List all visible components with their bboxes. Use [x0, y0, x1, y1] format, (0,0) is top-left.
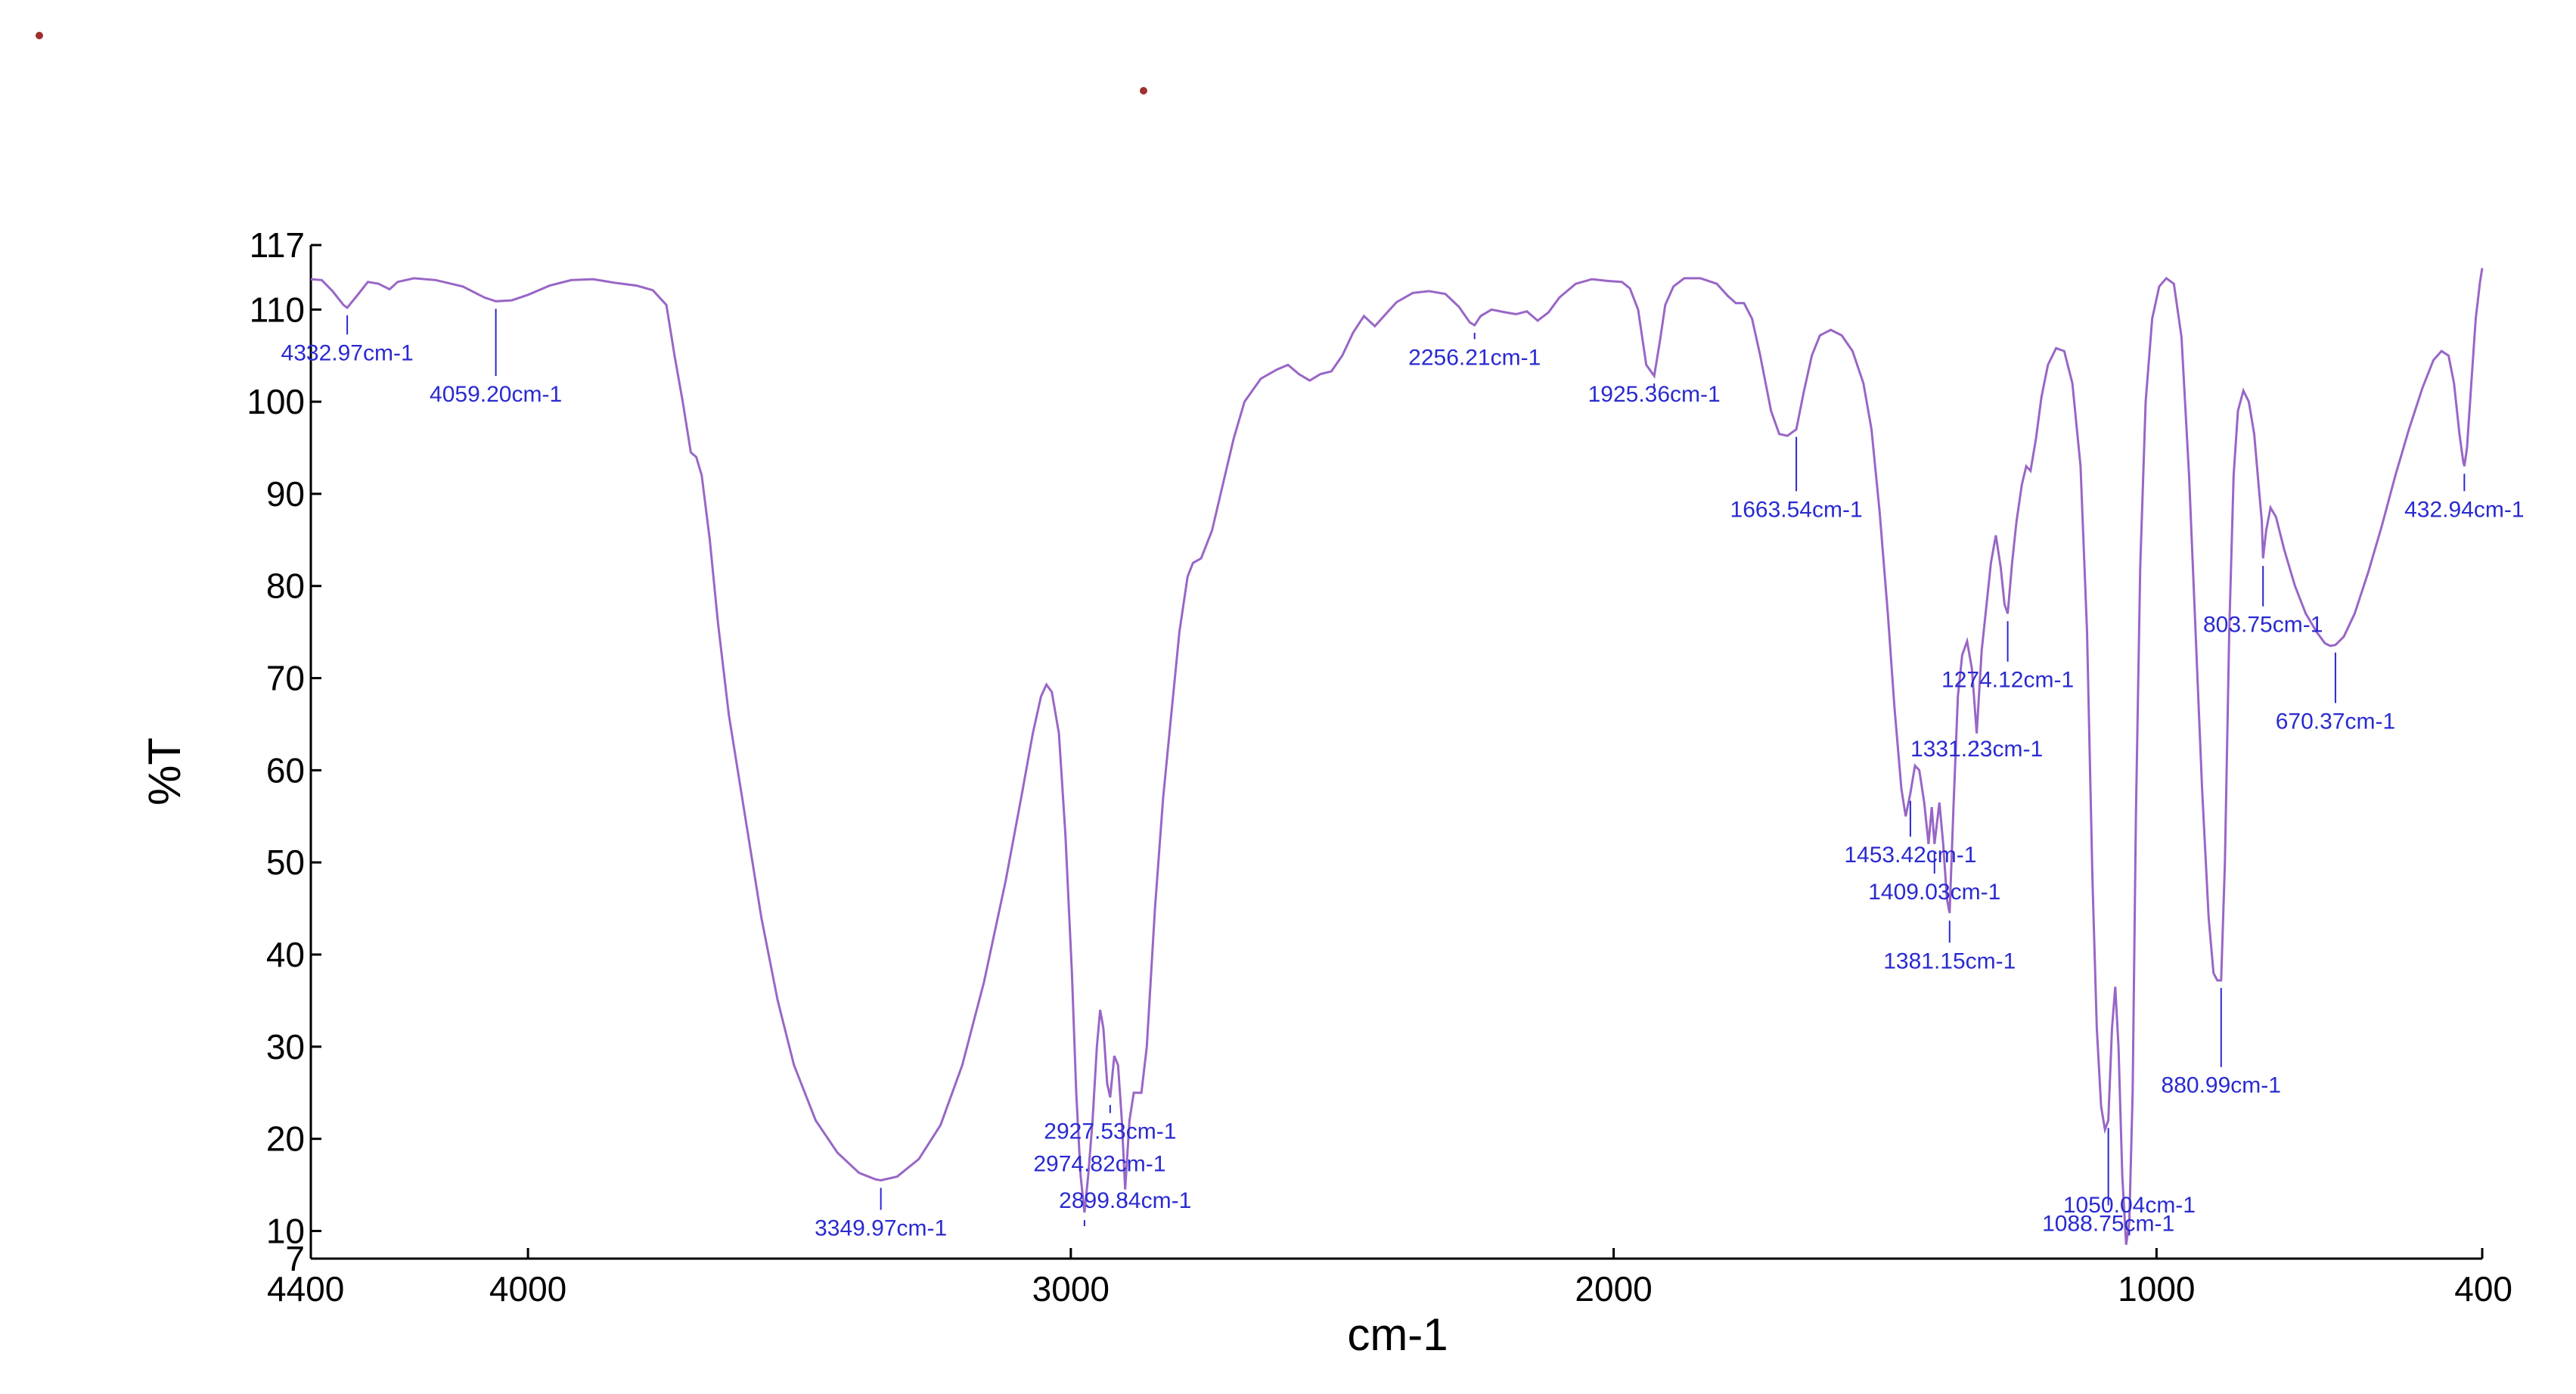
- peak-label: 4059.20cm-1: [430, 382, 562, 407]
- y-tick-label: 60: [266, 750, 305, 790]
- x-axis-title: cm-1: [1347, 1309, 1448, 1360]
- y-tick-label: 110: [250, 290, 305, 329]
- y-tick-label: 90: [266, 474, 305, 514]
- y-tick-label: 40: [266, 935, 305, 974]
- marker-dot-center: [1140, 87, 1147, 95]
- x-tick-label: 3000: [1032, 1269, 1110, 1309]
- peak-label: 2899.84cm-1: [1059, 1188, 1191, 1213]
- x-tick-label: 4000: [489, 1269, 566, 1309]
- spectrum-line: [310, 268, 2484, 1245]
- peak-label: 1381.15cm-1: [1883, 948, 2016, 973]
- peak-label: 3349.97cm-1: [815, 1216, 947, 1241]
- peak-label: 1088.75cm-1: [2042, 1211, 2174, 1236]
- peak-label: 432.94cm-1: [2404, 497, 2524, 522]
- y-tick-label: 117: [250, 225, 305, 265]
- y-tick-label: 30: [266, 1027, 305, 1066]
- y-axis-title: %T: [139, 737, 190, 806]
- y-tick-label: 20: [266, 1119, 305, 1159]
- peak-label: 1409.03cm-1: [1868, 880, 2000, 905]
- peak-label: 2974.82cm-1: [1033, 1151, 1165, 1176]
- x-tick-label: 4400: [267, 1269, 344, 1309]
- peak-label: 4332.97cm-1: [281, 340, 414, 365]
- peak-label: 803.75cm-1: [2203, 613, 2323, 638]
- y-tick-label: 50: [266, 843, 305, 882]
- peak-annotations: 4332.97cm-1 4059.20cm-1 3349.97cm-1 2927.53…: [281, 309, 2525, 1241]
- peak-label: 2256.21cm-1: [1408, 345, 1541, 370]
- peak-label: 670.37cm-1: [2276, 709, 2395, 734]
- peak-label: 1453.42cm-1: [1844, 843, 1976, 868]
- peak-label: 1274.12cm-1: [1941, 668, 2074, 693]
- y-tick-label: 80: [266, 567, 305, 606]
- y-tick-label: 7: [285, 1239, 305, 1278]
- x-tick-label: 1000: [2118, 1269, 2195, 1309]
- y-tick-label: 70: [266, 659, 305, 698]
- marker-dot-left: [36, 32, 43, 39]
- peak-label: 1050.04cm-1: [2063, 1193, 2196, 1218]
- peak-label: 1331.23cm-1: [1910, 737, 2043, 762]
- peak-label: 880.99cm-1: [2162, 1073, 2281, 1098]
- peak-label: 1663.54cm-1: [1730, 497, 1863, 522]
- y-tick-label: 10: [266, 1211, 305, 1250]
- y-tick-label: 100: [247, 382, 305, 421]
- peak-label: 1925.36cm-1: [1588, 382, 1721, 407]
- peak-label: 2927.53cm-1: [1044, 1119, 1176, 1144]
- x-tick-label: 2000: [1575, 1269, 1652, 1309]
- x-tick-label: 400: [2454, 1269, 2512, 1309]
